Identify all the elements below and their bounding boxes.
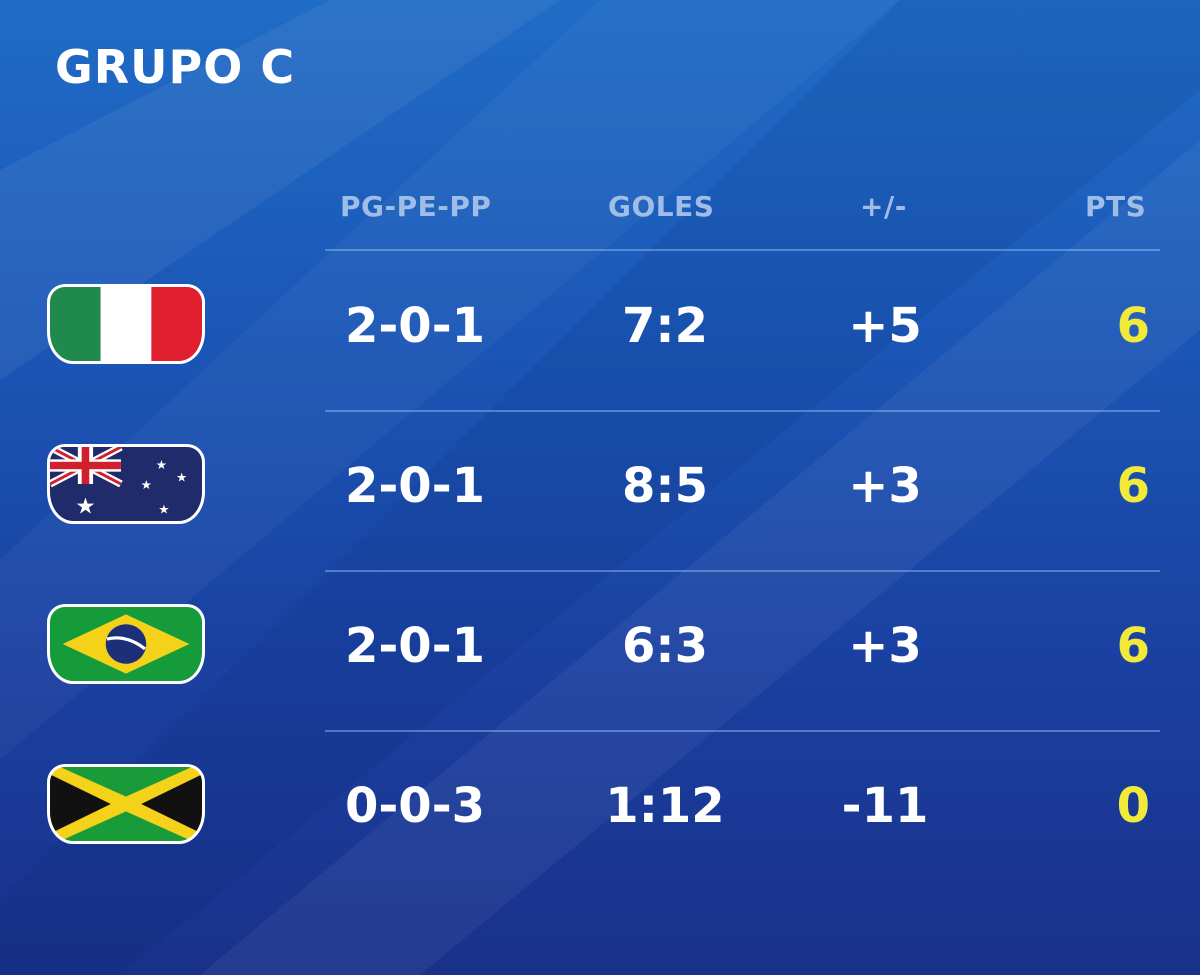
column-header-record: PG-PE-PP — [340, 190, 492, 223]
record-value: 2-0-1 — [344, 298, 486, 354]
svg-text:★: ★ — [141, 477, 152, 492]
svg-text:★: ★ — [176, 470, 187, 485]
points-value: 0 — [1116, 778, 1150, 834]
goals-value: 8:5 — [622, 458, 708, 514]
diff-value: +3 — [848, 618, 922, 674]
diff-value: -11 — [841, 778, 929, 834]
points-value: 6 — [1116, 458, 1150, 514]
points-value: 6 — [1116, 618, 1150, 674]
divider — [325, 570, 1160, 572]
table-row: 2-0-1 7:2 +5 6 — [0, 250, 1200, 410]
group-title: GRUPO C — [55, 40, 296, 94]
record-value: 2-0-1 — [344, 458, 486, 514]
svg-text:★: ★ — [75, 494, 95, 520]
table-header: PG-PE-PP GOLES +/- PTS — [0, 190, 1200, 230]
table-row: ★ ★ ★ ★ ★ 2-0-1 8:5 +3 6 — [0, 410, 1200, 570]
column-header-points: PTS — [1085, 190, 1147, 223]
record-value: 0-0-3 — [344, 778, 486, 834]
divider — [325, 730, 1160, 732]
svg-text:★: ★ — [158, 502, 169, 517]
column-header-diff: +/- — [860, 190, 907, 223]
divider — [325, 410, 1160, 412]
australia-flag-icon: ★ ★ ★ ★ ★ — [47, 444, 205, 524]
table-row: 2-0-1 6:3 +3 6 — [0, 570, 1200, 730]
goals-value: 7:2 — [622, 298, 708, 354]
column-header-goals: GOLES — [608, 190, 715, 223]
diff-value: +3 — [848, 458, 922, 514]
divider — [325, 249, 1160, 251]
italy-flag-icon — [47, 284, 205, 364]
brazil-flag-icon — [47, 604, 205, 684]
points-value: 6 — [1116, 298, 1150, 354]
goals-value: 1:12 — [605, 778, 725, 834]
jamaica-flag-icon — [47, 764, 205, 844]
record-value: 2-0-1 — [344, 618, 486, 674]
goals-value: 6:3 — [622, 618, 708, 674]
table-row: 0-0-3 1:12 -11 0 — [0, 730, 1200, 890]
svg-text:★: ★ — [156, 457, 167, 472]
diff-value: +5 — [848, 298, 922, 354]
